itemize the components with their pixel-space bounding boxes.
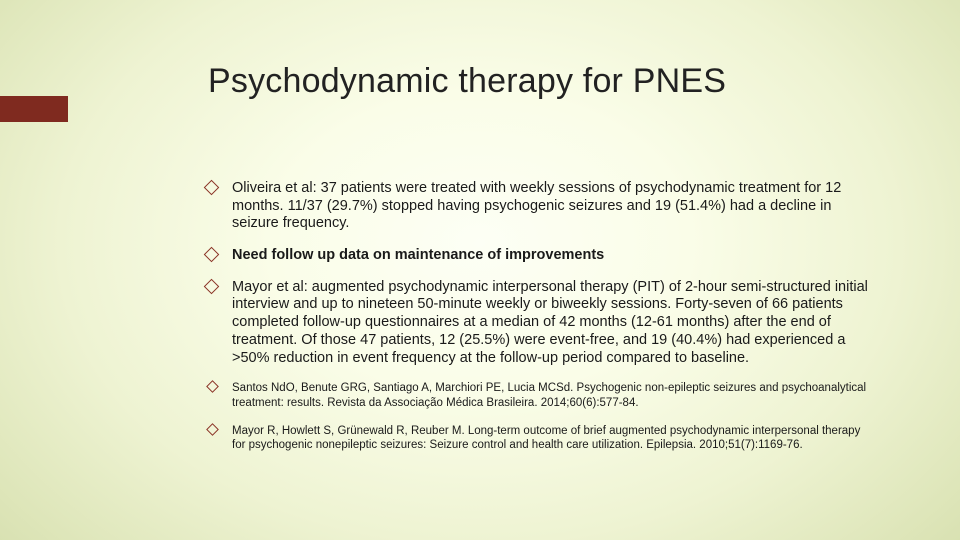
bullet-text: Mayor R, Howlett S, Grünewald R, Reuber … [232,424,872,453]
bullet-item: Mayor et al: augmented psychodynamic int… [232,279,872,367]
slide: Psychodynamic therapy for PNES Oliveira … [0,0,960,540]
diamond-icon [204,180,220,196]
bullet-item: Oliveira et al: 37 patients were treated… [232,180,872,233]
bullet-text: Oliveira et al: 37 patients were treated… [232,180,872,233]
diamond-icon [206,423,219,436]
diamond-icon [206,380,219,393]
diamond-icon [204,278,220,294]
diamond-icon [204,247,220,263]
slide-title: Psychodynamic therapy for PNES [208,62,726,101]
bullet-item-citation: Mayor R, Howlett S, Grünewald R, Reuber … [232,424,872,453]
accent-bar [0,96,68,122]
bullet-text: Mayor et al: augmented psychodynamic int… [232,279,872,367]
bullet-item-citation: Santos NdO, Benute GRG, Santiago A, Marc… [232,381,872,410]
bullet-text: Need follow up data on maintenance of im… [232,247,872,265]
bullet-text: Santos NdO, Benute GRG, Santiago A, Marc… [232,381,872,410]
bullet-item: Need follow up data on maintenance of im… [232,247,872,265]
slide-content: Oliveira et al: 37 patients were treated… [232,180,872,467]
